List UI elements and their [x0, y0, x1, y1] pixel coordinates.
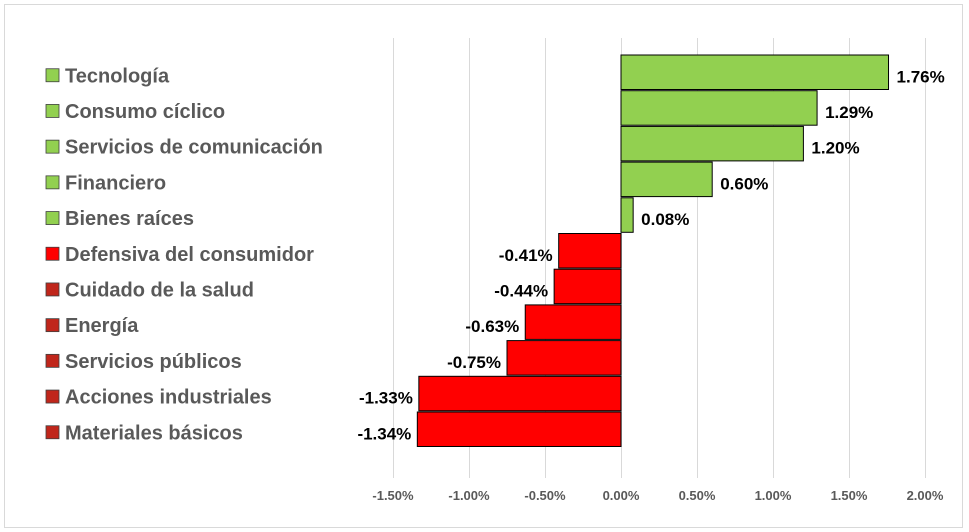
value-label: -0.75% [447, 353, 501, 372]
x-tick-label: 0.50% [679, 488, 716, 503]
category-label: Acciones industriales [65, 387, 272, 409]
legend-swatch [45, 246, 60, 261]
legend-swatch [45, 104, 60, 118]
x-tick-label: 1.00% [755, 488, 792, 503]
bar [418, 375, 622, 412]
value-label: -1.34% [357, 424, 411, 443]
category-label: Cuidado de la salud [65, 279, 254, 301]
value-label: -0.44% [494, 281, 548, 300]
value-label: 1.29% [825, 103, 873, 122]
bars: 1.76% 1.29% 1.20% 0.60% 0.08% -0.41% -0.44% -0.… [357, 54, 945, 447]
bar [506, 340, 622, 376]
legend: Tecnología Consumo cíclico Servicios de co… [45, 65, 323, 444]
x-tick-label: -1.00% [448, 488, 490, 503]
value-label: 1.76% [897, 67, 945, 86]
legend-swatch [45, 175, 60, 190]
legend-swatch [45, 282, 60, 297]
x-tick-label: 2.00% [907, 488, 944, 503]
legend-swatch [45, 318, 60, 333]
x-tick-label: -0.50% [524, 488, 566, 503]
legend-swatch [45, 68, 60, 83]
legend-swatch [45, 353, 60, 368]
value-label: -1.33% [359, 389, 413, 408]
bar [620, 161, 713, 198]
legend-swatch [45, 211, 60, 225]
bar [524, 304, 622, 340]
x-tick-label: 0.00% [603, 488, 640, 503]
bar [416, 411, 622, 447]
category-label: Servicios de comunicación [65, 137, 323, 159]
x-tick-label: 1.50% [831, 488, 868, 503]
value-label: -0.41% [499, 246, 553, 265]
category-label: Defensiva del consumidor [65, 244, 314, 266]
value-label: 0.08% [641, 210, 689, 229]
bar [620, 125, 804, 162]
category-label: Tecnología [65, 65, 170, 87]
bar [553, 268, 622, 305]
value-label: 1.20% [811, 139, 859, 158]
bar [620, 90, 818, 126]
legend-swatch [45, 425, 60, 440]
category-label: Materiales básicos [65, 422, 243, 444]
bar [558, 233, 622, 269]
x-axis-ticks: -1.50% -1.00% -0.50% 0.00% 0.50% 1.00% 1.50% 2.… [372, 488, 943, 503]
category-label: Consumo cíclico [65, 101, 225, 123]
bar [620, 197, 634, 233]
bar [620, 54, 890, 90]
category-label: Bienes raíces [65, 208, 194, 230]
category-label: Financiero [65, 172, 166, 194]
legend-swatch [45, 139, 60, 154]
legend-swatch [45, 389, 60, 404]
x-tick-label: -1.50% [372, 488, 414, 503]
value-label: 0.60% [720, 174, 768, 193]
category-label: Servicios públicos [65, 351, 242, 373]
category-label: Energía [65, 315, 139, 337]
value-label: -0.63% [465, 317, 519, 336]
